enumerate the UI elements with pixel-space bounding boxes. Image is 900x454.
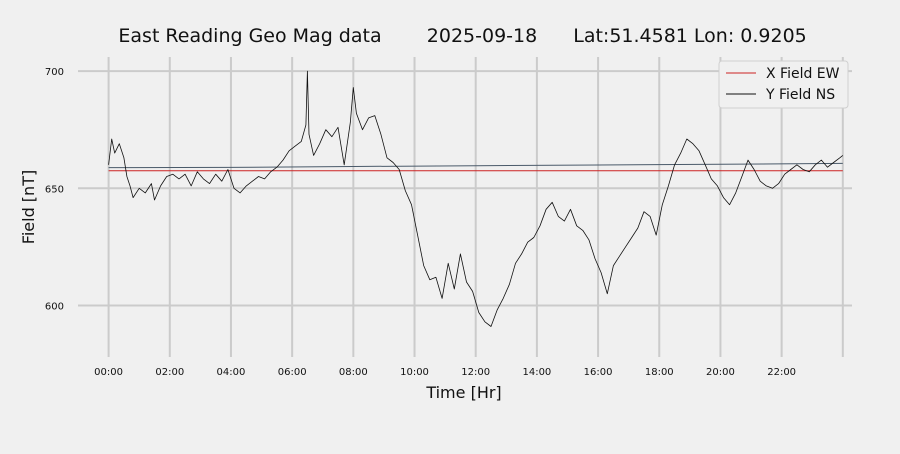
series-line-reference bbox=[108, 162, 843, 169]
chart-title-location: Lat:51.4581 Lon: 0.9205 bbox=[573, 25, 807, 47]
x-tick-label: 12:00 bbox=[461, 367, 490, 378]
x-tick-label: 02:00 bbox=[155, 367, 184, 378]
x-tick-label: 16:00 bbox=[584, 367, 613, 378]
series-line-y-field-ns bbox=[108, 70, 844, 327]
x-tick-label: 20:00 bbox=[706, 367, 735, 378]
legend-label-y-field: Y Field NS bbox=[765, 87, 835, 103]
x-tick-label: 06:00 bbox=[278, 367, 307, 378]
x-tick-label: 04:00 bbox=[217, 367, 246, 378]
chart-title-station: East Reading Geo Mag data bbox=[118, 25, 381, 47]
x-tick-label: 00:00 bbox=[94, 367, 123, 378]
y-tick-label: 700 bbox=[45, 67, 64, 78]
x-tick-label: 08:00 bbox=[339, 367, 368, 378]
x-tick-label: 22:00 bbox=[767, 367, 796, 378]
series-layer bbox=[108, 70, 844, 327]
x-axis-label: Time [Hr] bbox=[425, 383, 501, 402]
y-axis-label: Field [nT] bbox=[19, 170, 38, 244]
y-tick-label: 650 bbox=[45, 184, 64, 195]
x-tick-label: 10:00 bbox=[400, 367, 429, 378]
y-tick-label: 600 bbox=[45, 301, 64, 312]
x-tick-labels: 00:00 02:00 04:00 06:00 08:00 10:00 12:00 14:00… bbox=[94, 367, 796, 378]
legend: X Field EW Y Field NS bbox=[718, 60, 849, 109]
chart-title-date: 2025-09-18 bbox=[427, 25, 537, 47]
x-tick-label: 14:00 bbox=[522, 367, 551, 378]
y-tick-labels: 600 650 700 bbox=[45, 67, 64, 312]
legend-label-x-field: X Field EW bbox=[766, 66, 840, 82]
x-tick-label: 18:00 bbox=[645, 367, 674, 378]
